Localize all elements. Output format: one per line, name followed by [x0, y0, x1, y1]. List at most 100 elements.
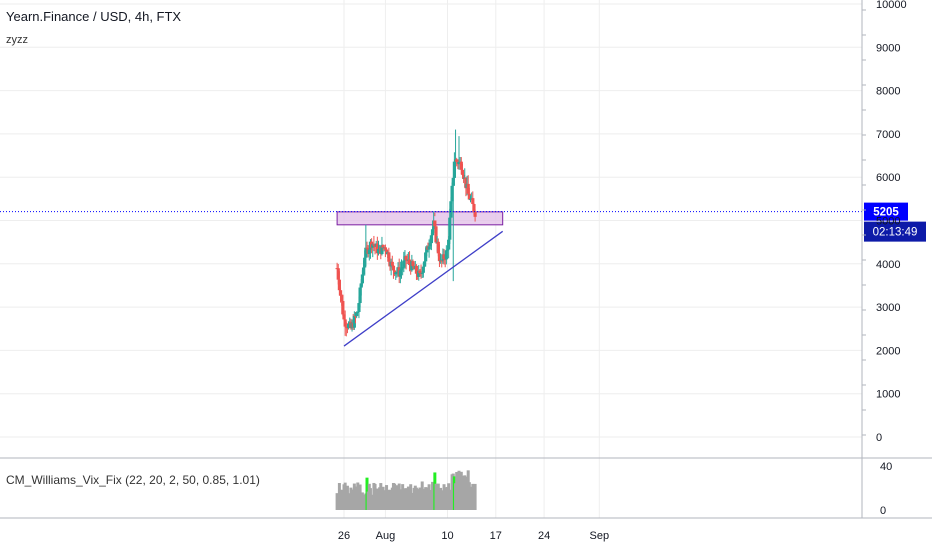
candle-body: [355, 312, 359, 317]
candle-body: [429, 235, 433, 244]
candle-body: [341, 300, 345, 315]
candle-body: [399, 268, 404, 271]
y-tick-label: 2000: [876, 345, 900, 357]
candle-body: [352, 315, 356, 328]
vix-bar: [473, 483, 477, 510]
last-price-value: 5205: [873, 207, 899, 219]
candle-body: [338, 290, 343, 296]
candle-body: [430, 229, 435, 236]
y-tick-label: 1000: [876, 389, 900, 401]
candle-body: [467, 193, 471, 200]
y-tick-label: 3000: [876, 302, 900, 314]
candle-body: [443, 259, 447, 261]
resistance-rectangle[interactable]: [336, 211, 504, 226]
y-tick-label: 4000: [876, 259, 900, 271]
candle-body: [427, 246, 431, 250]
candle-body: [462, 174, 466, 179]
candle-body: [457, 161, 461, 165]
candle-body: [358, 287, 362, 304]
candle-body: [449, 201, 453, 218]
candle-body: [393, 270, 397, 275]
candle-body: [411, 261, 415, 267]
candle-body: [448, 217, 452, 240]
candle-body: [356, 311, 360, 313]
study-label: zyzz: [6, 34, 28, 46]
countdown-value: 02:13:49: [873, 227, 918, 239]
candle-body: [364, 247, 368, 258]
y-tick-label: 0: [876, 432, 882, 444]
candle-body: [361, 267, 366, 275]
candle-body: [472, 204, 476, 212]
candle-body: [433, 220, 437, 227]
candle-body: [395, 271, 399, 273]
candle-body: [444, 250, 448, 260]
candle-body: [384, 249, 389, 255]
candle-body: [371, 244, 375, 248]
y-tick-label: 5000: [876, 216, 900, 228]
resistance-zone[interactable]: [336, 211, 504, 226]
candle-body: [460, 169, 465, 175]
candle-body: [468, 198, 473, 200]
y-tick-label: 8000: [876, 86, 900, 98]
candle-body: [417, 270, 421, 277]
candle-body: [372, 244, 376, 246]
candle-body: [360, 274, 364, 284]
candle-body: [418, 270, 422, 274]
grid: [0, 0, 862, 518]
candle-body: [473, 211, 477, 217]
indicator-tick-label: 0: [880, 505, 886, 517]
candle-body: [428, 243, 432, 247]
x-tick-label: 10: [441, 530, 453, 542]
candle-body: [363, 257, 367, 268]
candle-body: [440, 260, 444, 262]
candle-body: [375, 243, 379, 254]
candle-body: [436, 241, 440, 254]
candle-body: [422, 261, 427, 267]
candle-body: [337, 279, 341, 291]
x-tick-label: 17: [490, 530, 502, 542]
candle-body: [394, 272, 398, 275]
candle-body: [405, 260, 409, 262]
candle-body: [464, 177, 468, 189]
y-tick-label: 10000: [876, 0, 907, 11]
candle-body: [342, 314, 346, 320]
candle-body: [343, 319, 347, 327]
countdown-tag: [864, 221, 926, 242]
y-tick-label: 9000: [876, 42, 900, 54]
last-price-line: 5205 02:13:49: [0, 202, 926, 242]
candle-body: [437, 253, 442, 262]
candle-body: [447, 239, 451, 250]
x-tick-label: Sep: [590, 530, 610, 542]
candle-body: [353, 315, 358, 317]
candle-body: [471, 198, 475, 205]
trendline-layer[interactable]: [343, 230, 504, 347]
candle-body: [387, 252, 391, 262]
last-price-tag: [864, 202, 908, 221]
candle-body: [414, 265, 419, 274]
candle-body: [390, 261, 394, 266]
candle-body: [420, 272, 424, 274]
candle-body: [398, 270, 402, 277]
candle-body: [357, 303, 361, 312]
y-tick-label: 7000: [876, 129, 900, 141]
indicator-label: CM_Williams_Vix_Fix (22, 20, 2, 50, 0.85…: [6, 473, 260, 487]
candle-body: [376, 249, 381, 254]
candle-body: [452, 161, 456, 178]
x-tick-label: 26: [338, 530, 350, 542]
candle-body: [401, 266, 405, 269]
candles: [335, 129, 477, 337]
candle-body: [421, 266, 425, 273]
candle-body: [424, 252, 428, 262]
candle-body: [381, 244, 385, 248]
candle-body: [367, 249, 371, 255]
candle-body: [407, 259, 412, 265]
candle-body: [450, 185, 454, 202]
candle-body: [459, 161, 463, 170]
candle-body: [445, 249, 450, 251]
trendline[interactable]: [343, 230, 504, 347]
candle-body: [359, 283, 363, 288]
candle-body: [380, 244, 384, 255]
